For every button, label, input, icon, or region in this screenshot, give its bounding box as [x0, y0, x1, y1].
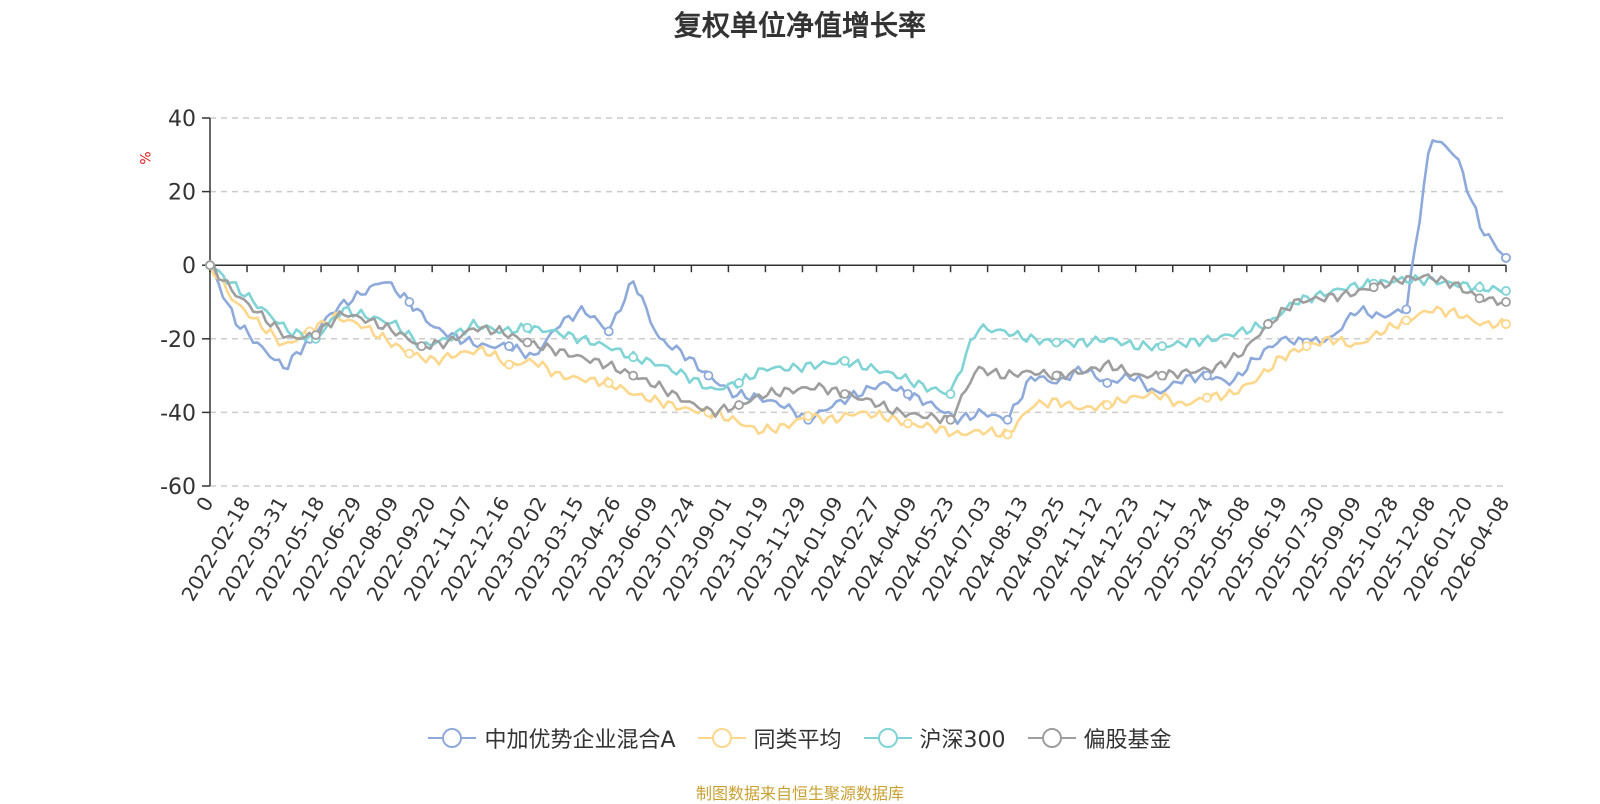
series-line-0	[208, 139, 1507, 426]
series-marker-3	[734, 400, 744, 410]
series-marker-0	[1002, 414, 1013, 425]
data-source-note: 制图数据来自恒生聚源数据库	[695, 784, 904, 803]
series-marker-0	[603, 326, 614, 337]
series-marker-2	[1157, 341, 1168, 352]
axis-layer	[202, 117, 1507, 487]
series-marker-3	[205, 260, 215, 271]
y-tick-label: -20	[160, 328, 196, 353]
y-axis-unit: %	[138, 151, 155, 165]
y-tick-label: -60	[160, 475, 196, 500]
series-marker-1	[803, 411, 814, 421]
legend-line-circle-icon	[1027, 728, 1076, 748]
series-marker-1	[1501, 319, 1511, 329]
y-tick-label: 40	[168, 107, 196, 132]
series-marker-1	[504, 359, 514, 370]
series-marker-1	[1301, 341, 1312, 352]
legend-line-circle-icon	[428, 728, 477, 748]
y-tick-label: -40	[160, 401, 196, 426]
grid-layer	[210, 117, 1506, 487]
chart-title: 复权单位净值增长率	[673, 9, 926, 42]
legend-label: 中加优势企业混合A	[484, 728, 676, 753]
series-line-2	[209, 264, 1507, 396]
series-marker-0	[1401, 304, 1412, 315]
legend-label: 同类平均	[753, 728, 842, 753]
legend-item-equity-fund[interactable]: 偏股基金	[1027, 722, 1172, 754]
legend-label: 沪深300	[919, 728, 1006, 753]
legend-line-circle-icon	[863, 728, 912, 748]
series-marker-3	[1368, 282, 1379, 293]
series-marker-0	[902, 389, 913, 399]
legend-item-peer-average[interactable]: 同类平均	[697, 722, 842, 754]
series-marker-2	[1474, 282, 1485, 293]
series-marker-3	[628, 370, 639, 381]
series-marker-3	[1263, 319, 1273, 329]
y-tick-label: 0	[182, 254, 196, 279]
legend-item-csi300[interactable]: 沪深300	[863, 722, 1006, 754]
series-marker-3	[1157, 370, 1168, 381]
series-marker-1	[1102, 400, 1113, 410]
series-marker-2	[1501, 286, 1511, 296]
legend-label: 偏股基金	[1083, 728, 1172, 753]
legend-item-fund[interactable]: 中加优势企业混合A	[428, 722, 676, 754]
series-marker-3	[416, 341, 427, 352]
series-marker-1	[1401, 315, 1412, 326]
series-line-1	[208, 264, 1507, 438]
series-marker-2	[522, 322, 533, 333]
legend: 中加优势企业混合A 同类平均 沪深300 偏股基金	[0, 722, 1600, 754]
x-tick-label: 0	[191, 493, 218, 516]
series-marker-1	[1202, 392, 1212, 403]
series-marker-1	[1002, 429, 1013, 440]
series-marker-2	[945, 389, 956, 399]
series-marker-2	[734, 378, 744, 388]
legend-line-circle-icon	[697, 728, 746, 748]
series-marker-3	[839, 389, 850, 399]
series-marker-3	[1051, 370, 1062, 381]
series-marker-0	[1102, 378, 1113, 388]
series-marker-0	[504, 341, 514, 352]
series-marker-3	[310, 330, 321, 341]
series-marker-3	[522, 337, 533, 348]
tick-label-layer: 40200-20-40-6002022-02-182022-03-312022-…	[160, 107, 1514, 605]
series-marker-0	[1501, 252, 1511, 263]
series-marker-0	[703, 370, 714, 381]
series-layer	[205, 139, 1511, 440]
y-tick-label: 20	[168, 181, 196, 206]
series-marker-3	[1501, 297, 1511, 307]
series-marker-1	[603, 378, 614, 388]
series-marker-3	[945, 414, 956, 425]
series-marker-2	[1051, 337, 1062, 348]
series-marker-1	[902, 418, 913, 429]
series-marker-3	[1474, 293, 1485, 304]
series-marker-2	[628, 352, 639, 363]
series-marker-0	[404, 297, 415, 307]
series-marker-2	[839, 355, 850, 366]
series-marker-1	[404, 348, 415, 359]
series-marker-0	[1202, 370, 1212, 381]
